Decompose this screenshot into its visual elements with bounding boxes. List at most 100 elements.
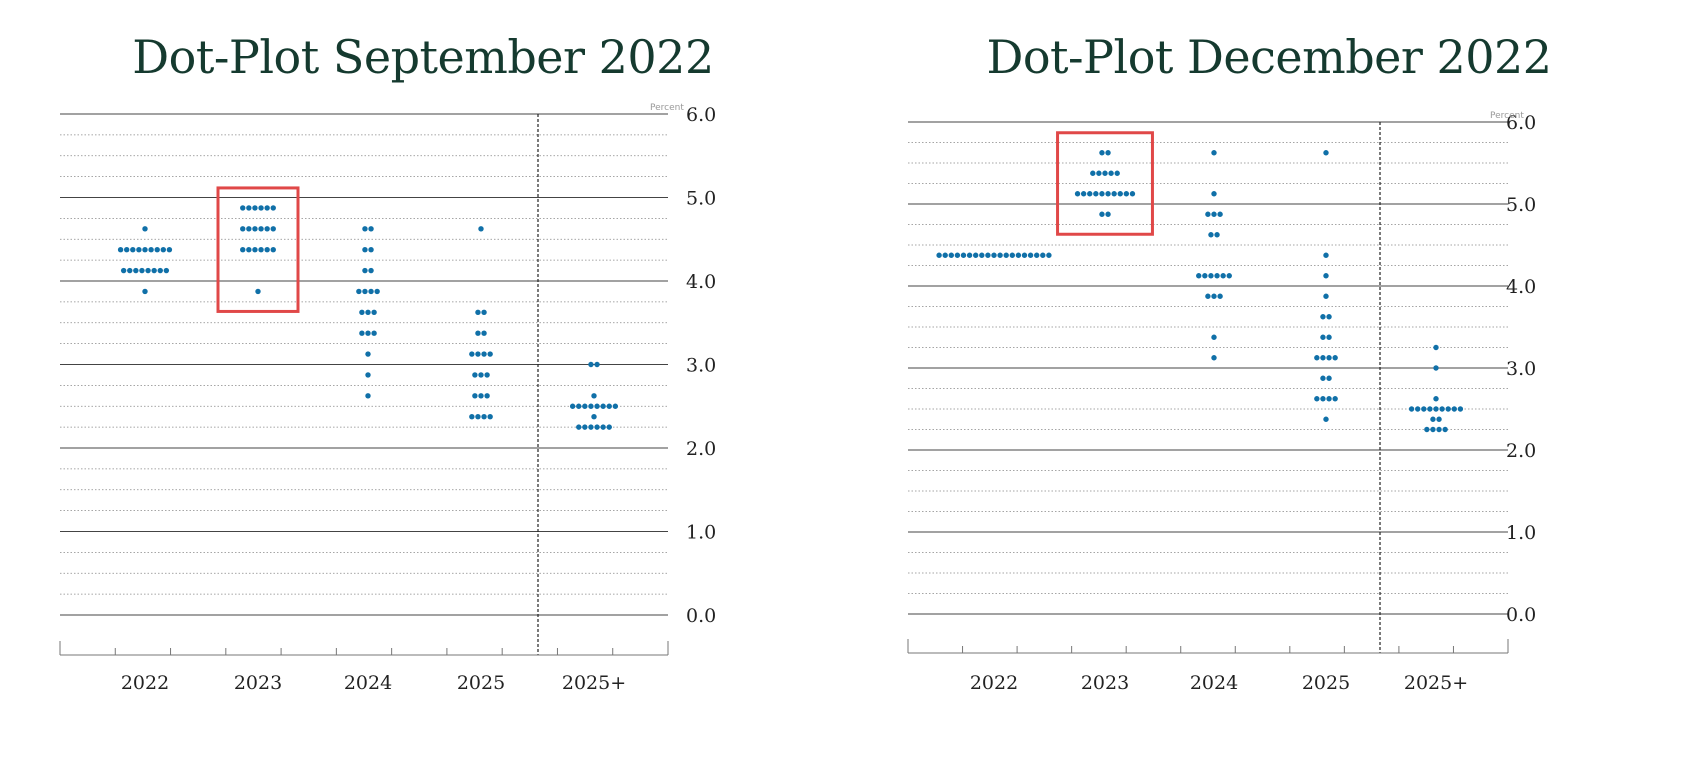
participant-dot <box>588 424 594 430</box>
participant-dot <box>1326 396 1332 402</box>
participant-dot <box>1105 211 1111 217</box>
participant-dot <box>270 246 276 253</box>
category-label: 2025 <box>457 672 505 694</box>
participant-dot <box>973 252 979 258</box>
participant-dot <box>1323 293 1329 299</box>
participant-dot <box>142 246 148 253</box>
participant-dot <box>1202 273 1208 279</box>
participant-dot <box>133 267 139 274</box>
participant-dot <box>362 267 368 274</box>
participant-dot <box>475 309 481 316</box>
participant-dot <box>1314 355 1320 361</box>
participant-dot <box>954 252 961 258</box>
category-label: 2023 <box>234 672 282 694</box>
participant-dot <box>1021 252 1028 258</box>
participant-dot <box>478 372 484 378</box>
participant-dot <box>1433 406 1439 412</box>
participant-dot <box>1320 396 1326 402</box>
category-label: 2025 <box>1302 672 1350 694</box>
participant-dot <box>252 246 258 253</box>
participant-dot <box>1111 191 1117 197</box>
unit-label: Percent <box>1490 111 1524 121</box>
participant-dot <box>365 330 371 336</box>
participant-dot <box>1451 406 1457 412</box>
participant-dot <box>591 393 597 399</box>
participant-dot <box>255 288 261 295</box>
highlight-box <box>1056 131 1154 236</box>
category-label: 2025+ <box>562 672 626 694</box>
y-tick-label: 3.0 <box>686 355 716 377</box>
participant-dot <box>606 424 612 430</box>
participant-dot <box>359 330 365 336</box>
y-tick-label: 5.0 <box>1506 194 1536 216</box>
participant-dot <box>582 424 588 430</box>
category-label: 2024 <box>344 672 392 694</box>
participant-dot <box>1320 375 1326 381</box>
participant-dot <box>478 393 484 399</box>
participant-dot <box>1129 191 1136 197</box>
participant-dot <box>576 403 582 409</box>
participant-dot <box>1105 150 1111 156</box>
participant-dot <box>154 246 160 253</box>
participant-dot <box>481 351 487 357</box>
participant-dot <box>1326 314 1332 320</box>
participant-dot <box>1445 406 1451 412</box>
participant-dot <box>246 226 252 232</box>
participant-dot <box>246 205 252 211</box>
participant-dot <box>1205 211 1211 217</box>
participant-dot <box>1323 273 1329 279</box>
participant-dot <box>942 252 948 258</box>
participant-dot <box>362 288 368 295</box>
y-tick-label: 5.0 <box>686 188 716 210</box>
participant-dot <box>612 403 619 409</box>
participant-dot <box>469 351 475 357</box>
participant-dot <box>600 424 606 430</box>
participant-dot <box>157 267 163 274</box>
participant-dot <box>484 393 490 399</box>
participant-dot <box>264 226 270 232</box>
participant-dot <box>960 252 967 258</box>
participant-dot <box>166 246 173 253</box>
participant-dot <box>1027 252 1034 258</box>
participant-dot <box>1093 191 1099 197</box>
participant-dot <box>991 252 997 258</box>
participant-dot <box>359 309 365 316</box>
y-tick-label: 0.0 <box>686 605 716 627</box>
participant-dot <box>356 288 362 295</box>
participant-dot <box>600 403 606 409</box>
participant-dot <box>1205 293 1211 299</box>
participant-dot <box>365 393 371 399</box>
participant-dot <box>1040 252 1046 258</box>
participant-dot <box>1217 293 1223 299</box>
participant-dot <box>1424 426 1430 433</box>
y-tick-label: 6.0 <box>686 104 716 126</box>
participant-dot <box>481 330 487 336</box>
participant-dot <box>1323 416 1329 422</box>
participant-dot <box>1105 191 1111 197</box>
participant-dot <box>264 205 270 211</box>
participant-dot <box>368 288 374 295</box>
participant-dot <box>997 252 1003 258</box>
participant-dot <box>481 413 487 420</box>
participant-dot <box>362 226 368 232</box>
participant-dot <box>142 226 148 232</box>
highlight-box <box>216 186 300 313</box>
participant-dot <box>1314 396 1320 402</box>
participant-dot <box>151 267 157 274</box>
participant-dot <box>374 288 380 295</box>
participant-dot <box>371 309 377 316</box>
chart-panel-december: Dot-Plot December 2022 0.0 1.0 2.0 3.0 4.0 5.… <box>846 0 1692 760</box>
participant-dot <box>1436 416 1442 422</box>
participant-dot <box>606 403 612 409</box>
participant-dot <box>1320 334 1326 340</box>
participant-dot <box>1117 191 1123 197</box>
participant-dot <box>127 267 133 274</box>
participant-dot <box>1009 252 1015 258</box>
participant-dot <box>240 205 246 211</box>
y-tick-label: 1.0 <box>686 522 716 544</box>
participant-dot <box>1074 191 1081 197</box>
participant-dot <box>484 372 490 378</box>
participant-dot <box>966 252 973 258</box>
participant-dot <box>117 246 124 253</box>
